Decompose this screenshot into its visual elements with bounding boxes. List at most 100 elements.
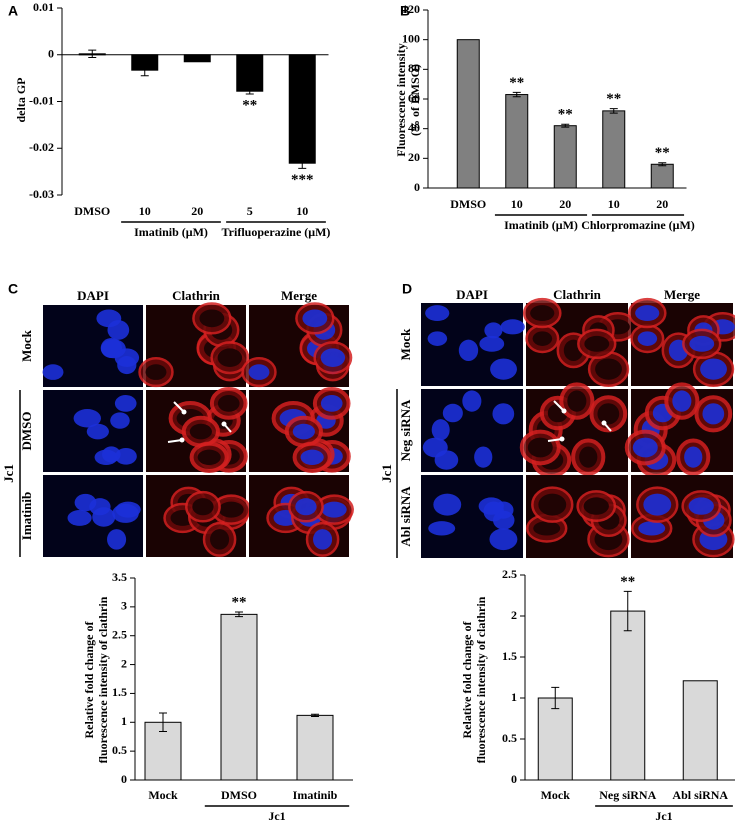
y-tick-label: 1.5 <box>112 685 127 699</box>
arrow-head <box>561 408 567 414</box>
y-tick-label: 3.5 <box>112 570 127 584</box>
nucleus-shadow <box>197 449 221 465</box>
bar <box>505 94 529 189</box>
group-label: Jc1 <box>655 809 672 823</box>
error-bar <box>298 157 307 169</box>
y-tick-label: 1 <box>121 714 127 728</box>
y-tick-label: 3 <box>121 599 127 613</box>
significance: ** <box>620 574 635 590</box>
nucleus <box>643 493 672 516</box>
nucleus <box>300 449 324 465</box>
bar <box>183 54 211 63</box>
nucleus-shadow <box>533 521 561 536</box>
nucleus-shadow <box>527 437 553 458</box>
significance: ** <box>232 594 247 610</box>
x-tick-label: Mock <box>541 788 571 802</box>
nucleus-shadow <box>217 395 240 412</box>
y-tick-label: 0 <box>414 180 420 194</box>
row-label: DMSO <box>19 412 34 451</box>
micrograph <box>43 390 143 472</box>
error-bar <box>235 611 243 618</box>
micrograph <box>249 475 354 557</box>
y-tick-label: 2.5 <box>112 627 127 641</box>
nucleus <box>292 423 315 440</box>
micrograph <box>421 303 525 386</box>
y-axis-label: delta GP <box>14 78 28 123</box>
y-tick-label: 0 <box>48 47 54 61</box>
panel-letter: A <box>8 3 18 19</box>
x-tick-label: 20 <box>559 197 571 211</box>
column-header: Merge <box>281 288 317 303</box>
nucleus <box>500 319 525 335</box>
y-tick-label: 20 <box>408 150 420 164</box>
nucleus <box>638 521 666 536</box>
y-tick-label: -0.01 <box>29 93 54 107</box>
bar <box>456 39 480 189</box>
nucleus <box>107 529 127 550</box>
arrow-head <box>181 409 187 415</box>
x-tick-label: 5 <box>247 204 253 218</box>
error-bar <box>311 713 319 718</box>
bar <box>650 163 674 189</box>
nucleus <box>492 403 515 425</box>
bar <box>296 714 334 781</box>
nucleus <box>73 409 101 428</box>
micrograph <box>631 475 735 558</box>
significance: ** <box>242 97 257 113</box>
nucleus <box>684 446 703 468</box>
y-axis-label: fluorescence intensity of clathrin <box>474 596 488 763</box>
row-label: Abl siRNA <box>398 486 413 547</box>
row-label: Imatinib <box>19 492 34 540</box>
error-bar <box>609 108 618 114</box>
x-tick-label: 10 <box>296 204 308 218</box>
x-tick-label: 20 <box>656 197 668 211</box>
x-tick-label: Neg siRNA <box>599 788 656 802</box>
y-axis-label: Relative fold change of <box>82 621 96 739</box>
x-tick-label: Imatinib <box>293 788 338 802</box>
nucleus <box>431 419 450 441</box>
micrograph <box>42 305 143 387</box>
nucleus <box>86 423 109 440</box>
micrograph <box>249 387 351 473</box>
nucleus <box>458 339 479 362</box>
nucleus <box>422 437 448 458</box>
nucleus <box>302 309 328 328</box>
group-label: Imatinib (μM) <box>504 218 578 232</box>
nucleus-shadow <box>567 390 587 412</box>
column-header: Clathrin <box>553 287 601 302</box>
x-tick-label: Abl siRNA <box>672 788 728 802</box>
panel-letter: D <box>402 281 412 297</box>
nucleus <box>94 449 118 465</box>
nucleus <box>110 412 130 429</box>
micrograph <box>138 302 250 388</box>
nucleus-shadow <box>579 446 598 468</box>
y-tick-label: -0.03 <box>29 187 54 201</box>
nucleus <box>313 529 333 550</box>
nucleus <box>428 521 456 536</box>
bar <box>602 110 626 189</box>
y-axis-label: Relative fold change of <box>460 621 474 739</box>
nucleus-shadow <box>189 423 212 440</box>
nucleus <box>489 528 518 551</box>
nucleus <box>484 322 503 339</box>
nucleus-shadow <box>584 335 610 352</box>
significance: *** <box>291 172 314 188</box>
y-axis-label: Fluorescence intensity <box>394 43 408 156</box>
error-bar <box>561 123 570 128</box>
error-bar <box>140 64 149 77</box>
nucleus <box>114 395 137 412</box>
nucleus <box>115 501 141 518</box>
x-tick-label: DMSO <box>450 197 486 211</box>
panel-letter: C <box>8 281 18 297</box>
micrograph <box>627 297 735 387</box>
x-tick-label: DMSO <box>221 788 257 802</box>
nucleus <box>632 437 658 458</box>
significance: ** <box>509 75 524 91</box>
nucleus-shadow <box>210 529 230 550</box>
row-label: Neg siRNA <box>398 399 413 461</box>
column-header: Clathrin <box>172 288 220 303</box>
error-bar <box>512 91 521 98</box>
error-bar <box>88 49 97 59</box>
nucleus <box>700 358 727 380</box>
